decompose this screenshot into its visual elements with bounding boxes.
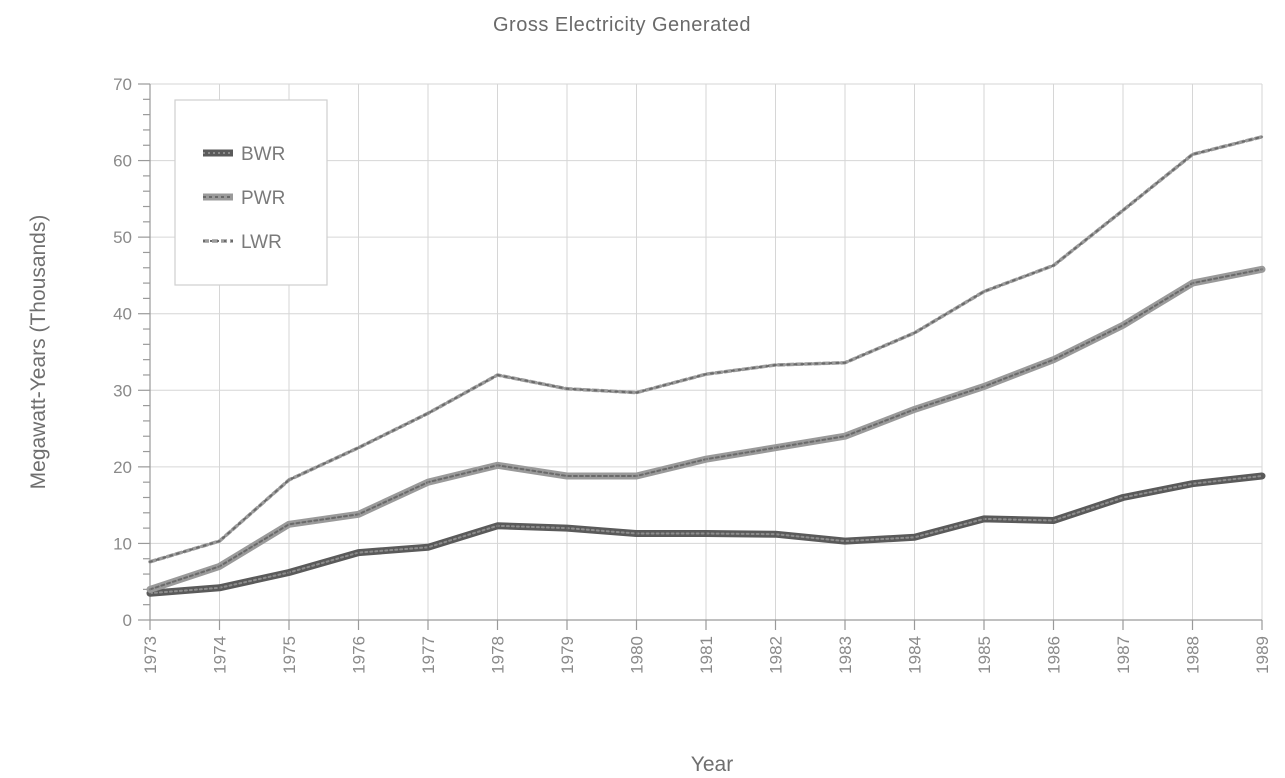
x-tick-label: 1974 xyxy=(211,636,230,674)
x-tick-label: 1978 xyxy=(489,636,508,674)
axes: 0 10 20 30 40 50 60 70 1973 1974 1975 1976 1977 1978 1… xyxy=(113,75,1272,674)
x-tick-label: 1984 xyxy=(906,636,925,674)
data-point-pwr xyxy=(635,474,638,478)
x-tick-label: 1988 xyxy=(1184,636,1203,674)
x-axis-title: Year xyxy=(691,753,733,776)
data-point-pwr xyxy=(426,480,430,484)
x-tick-label: 1975 xyxy=(280,636,299,674)
data-point-lwr xyxy=(287,478,291,482)
legend-box xyxy=(174,99,328,286)
x-tick-label: 1982 xyxy=(767,636,786,674)
series-pwr xyxy=(146,265,1266,593)
data-point-pwr xyxy=(982,385,986,388)
y-axis-title: Megawatt-Years (Thousands) xyxy=(27,215,50,490)
x-tick-label: 1979 xyxy=(558,636,577,674)
data-point-pwr xyxy=(148,588,152,591)
legend-label-bwr: BWR xyxy=(241,144,285,165)
data-point-lwr xyxy=(1191,153,1194,156)
data-point-bwr xyxy=(287,571,291,574)
data-point-lwr xyxy=(774,363,777,367)
data-point-pwr xyxy=(913,408,916,411)
data-point-bwr xyxy=(357,551,360,554)
data-point-bwr xyxy=(1121,496,1125,499)
data-point-pwr xyxy=(218,565,221,568)
series-lines xyxy=(146,135,1266,597)
data-point-bwr xyxy=(843,539,847,543)
data-point-lwr xyxy=(1121,209,1125,212)
data-point-lwr xyxy=(704,373,708,376)
y-tick-label: 70 xyxy=(113,75,132,94)
data-point-pwr xyxy=(565,474,569,478)
data-point-lwr xyxy=(357,446,360,449)
data-point-lwr xyxy=(982,290,986,293)
chart-title: Gross Electricity Generated xyxy=(493,14,751,36)
y-tick-label: 30 xyxy=(113,381,132,400)
data-point-pwr xyxy=(774,446,777,449)
data-point-bwr xyxy=(426,546,430,549)
data-point-lwr xyxy=(218,539,221,543)
data-point-lwr xyxy=(426,412,430,415)
data-point-lwr xyxy=(148,560,152,564)
data-point-pwr xyxy=(843,435,847,438)
x-tick-label: 1973 xyxy=(141,636,160,674)
data-point-bwr xyxy=(704,532,708,535)
x-tick-label: 1987 xyxy=(1114,636,1133,674)
data-point-pwr xyxy=(1121,324,1125,327)
legend-label-pwr: PWR xyxy=(241,188,285,209)
data-point-lwr xyxy=(913,331,916,335)
x-tick-label: 1976 xyxy=(350,636,369,674)
data-point-bwr xyxy=(774,533,777,536)
y-tick-label: 40 xyxy=(113,305,132,324)
y-tick-label: 20 xyxy=(113,458,132,477)
data-point-lwr xyxy=(1260,135,1264,139)
data-point-pwr xyxy=(1052,358,1055,361)
y-tick-label: 10 xyxy=(113,534,132,553)
data-point-pwr xyxy=(496,464,499,467)
grid xyxy=(149,83,1263,621)
legend-label-lwr: LWR xyxy=(241,232,282,253)
data-point-lwr xyxy=(1052,264,1055,267)
data-point-pwr xyxy=(704,458,708,461)
y-tick-label: 60 xyxy=(113,152,132,171)
data-point-bwr xyxy=(1052,519,1055,522)
x-tick-label: 1980 xyxy=(628,636,647,674)
data-point-bwr xyxy=(1191,482,1194,485)
x-tick-label: 1977 xyxy=(419,636,438,674)
data-point-pwr xyxy=(1260,268,1264,271)
x-tick-label: 1985 xyxy=(975,636,994,674)
data-point-bwr xyxy=(1260,474,1264,478)
series-lwr xyxy=(148,135,1264,564)
data-point-bwr xyxy=(496,524,499,528)
data-point-pwr xyxy=(357,513,360,516)
data-point-pwr xyxy=(287,523,291,526)
data-point-bwr xyxy=(913,536,916,539)
y-tick-label: 50 xyxy=(113,228,132,247)
x-tick-label: 1986 xyxy=(1045,636,1064,674)
data-point-pwr xyxy=(1191,281,1194,285)
x-tick-label: 1981 xyxy=(697,636,716,674)
data-point-bwr xyxy=(635,532,638,535)
legend: BWR PWR LWR xyxy=(174,99,328,286)
data-point-bwr xyxy=(218,586,221,590)
data-point-bwr xyxy=(982,517,986,521)
data-point-bwr xyxy=(565,526,569,530)
data-point-lwr xyxy=(565,387,569,390)
x-tick-label: 1989 xyxy=(1253,636,1272,674)
data-point-lwr xyxy=(496,373,499,377)
data-point-lwr xyxy=(635,391,638,394)
y-tick-label: 0 xyxy=(123,611,132,630)
x-tick-label: 1983 xyxy=(836,636,855,674)
data-point-lwr xyxy=(843,361,847,364)
